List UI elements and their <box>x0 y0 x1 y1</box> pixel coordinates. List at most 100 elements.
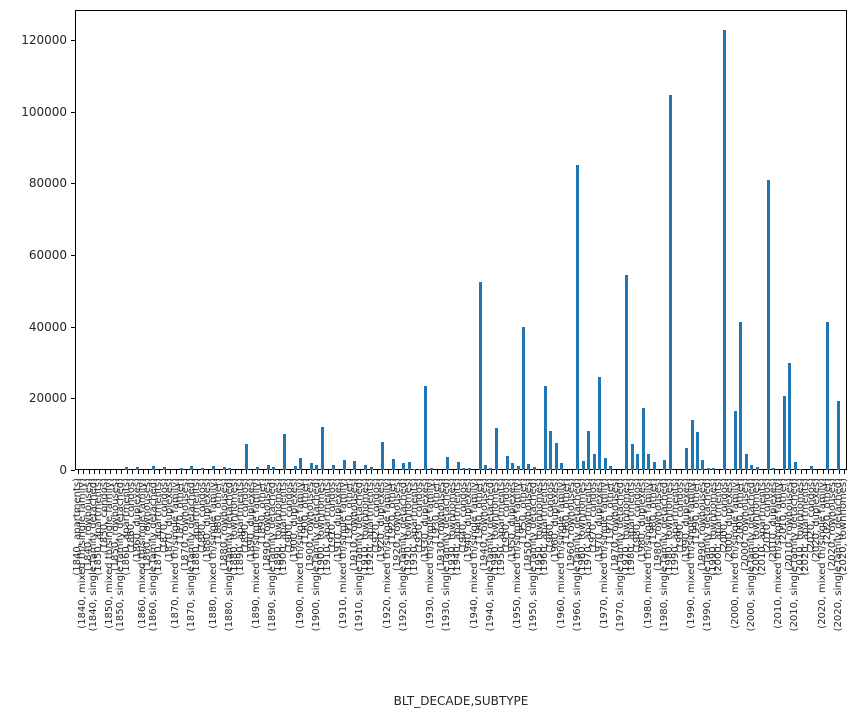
bar <box>353 461 357 470</box>
bar <box>266 465 270 470</box>
x-tick <box>789 470 791 474</box>
x-tick <box>675 470 677 474</box>
bar <box>125 467 129 470</box>
x-tick <box>420 470 422 474</box>
x-tick <box>686 470 688 474</box>
x-tick <box>398 470 400 474</box>
bar <box>598 376 602 470</box>
x-tick <box>425 470 427 474</box>
x-tick <box>284 470 286 474</box>
x-tick <box>844 470 846 474</box>
bar <box>592 453 596 470</box>
bar <box>782 396 786 470</box>
x-tick <box>670 470 672 474</box>
y-tick <box>71 326 75 328</box>
bar <box>418 468 422 470</box>
bar <box>413 468 417 470</box>
x-tick <box>605 470 607 474</box>
x-tick <box>713 470 715 474</box>
bar <box>369 467 373 470</box>
x-tick <box>746 470 748 474</box>
bar <box>478 281 482 470</box>
x-tick <box>240 470 242 474</box>
x-tick <box>235 470 237 474</box>
bar <box>201 468 205 470</box>
x-tick <box>458 470 460 474</box>
x-tick <box>817 470 819 474</box>
x-tick <box>246 470 248 474</box>
bar <box>810 465 814 470</box>
x-tick <box>648 470 650 474</box>
x-tick <box>594 470 596 474</box>
x-tick <box>354 470 356 474</box>
x-tick <box>501 470 503 474</box>
x-tick <box>773 470 775 474</box>
y-tick-label: 100000 <box>21 104 67 119</box>
bar <box>837 401 841 470</box>
x-tick <box>94 470 96 474</box>
bar <box>136 467 140 470</box>
y-tick <box>71 470 75 471</box>
x-tick <box>393 470 395 474</box>
bar <box>603 458 607 470</box>
bar <box>668 94 672 470</box>
x-tick <box>507 470 509 474</box>
x-tick <box>463 470 465 474</box>
x-tick <box>632 470 634 474</box>
x-tick <box>583 470 585 474</box>
x-tick <box>365 470 367 474</box>
x-tick <box>811 470 813 474</box>
x-tick <box>213 470 215 474</box>
bar <box>494 428 498 470</box>
x-tick <box>99 470 101 474</box>
bar <box>793 461 797 470</box>
x-tick <box>268 470 269 474</box>
x-tick <box>730 470 732 474</box>
bar <box>636 453 640 470</box>
x-tick <box>153 470 155 474</box>
x-tick <box>431 470 433 474</box>
bar <box>505 456 509 470</box>
x-tick <box>577 470 579 474</box>
bar <box>489 468 493 470</box>
x-tick <box>664 470 666 474</box>
x-tick <box>599 470 601 474</box>
x-tick <box>311 470 313 474</box>
x-tick <box>795 470 797 474</box>
bar <box>799 468 803 470</box>
y-tick <box>71 255 75 257</box>
x-tick <box>132 470 134 474</box>
x-tick <box>115 470 117 474</box>
x-tick <box>757 470 759 474</box>
x-tick <box>452 470 454 474</box>
x-tick <box>295 470 297 474</box>
bar <box>445 457 449 470</box>
x-tick <box>572 470 574 474</box>
x-tick <box>191 470 193 474</box>
x-tick <box>800 470 802 474</box>
bar <box>255 467 259 470</box>
bar <box>690 419 694 470</box>
x-tick <box>833 470 835 474</box>
bar <box>581 461 585 470</box>
x-tick <box>518 470 520 474</box>
bar <box>554 443 558 470</box>
bar <box>331 465 335 470</box>
x-tick <box>610 470 612 474</box>
x-tick <box>692 470 694 474</box>
x-tick <box>740 470 742 474</box>
bar <box>755 466 759 470</box>
x-tick <box>762 470 764 474</box>
x-tick <box>224 470 226 474</box>
x-tick-label: (2020, townhomes) <box>838 478 850 576</box>
x-tick <box>768 470 770 474</box>
bar <box>271 467 275 470</box>
x-tick <box>528 470 530 474</box>
x-tick <box>550 470 552 474</box>
bar <box>609 466 612 470</box>
x-tick <box>257 470 259 474</box>
x-tick <box>724 470 726 474</box>
y-tick-label: 0 <box>59 463 67 477</box>
x-tick <box>681 470 683 474</box>
x-tick <box>197 470 199 474</box>
